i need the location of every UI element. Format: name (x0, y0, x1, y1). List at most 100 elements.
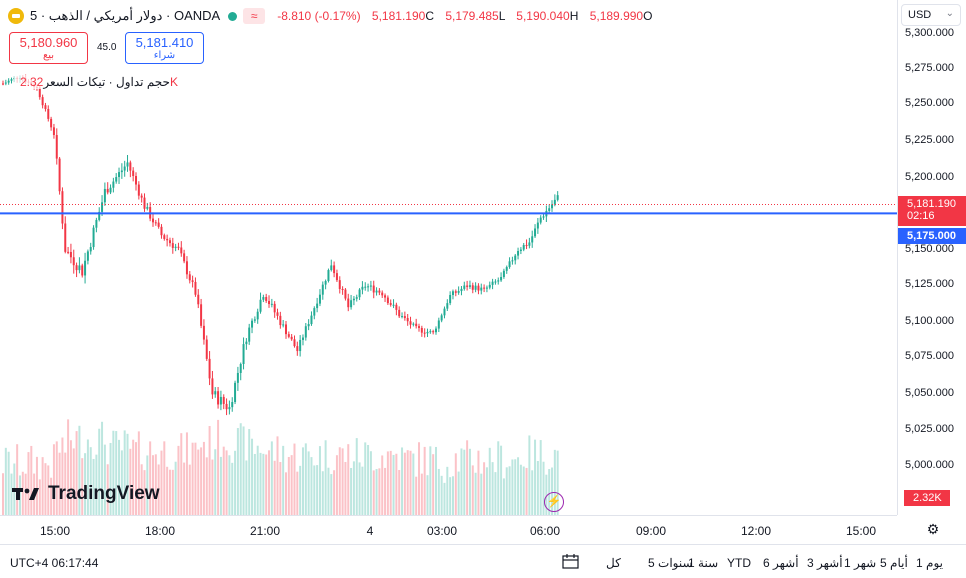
range-button[interactable]: شهر 1 (844, 556, 877, 570)
volume-bar (55, 441, 58, 515)
currency-selector[interactable]: USD ⌄ (901, 4, 961, 26)
lightning-icon[interactable]: ⚡ (544, 492, 564, 512)
candle (497, 280, 500, 282)
buy-button[interactable]: 5,181.410 شراء (125, 32, 204, 64)
candle (248, 327, 251, 342)
volume-bar (205, 457, 208, 515)
volume-bar (412, 453, 415, 515)
volume-bar (333, 470, 336, 515)
volume-bar (95, 454, 98, 515)
candle (488, 284, 491, 288)
volume-bar (259, 452, 262, 515)
volume-legend[interactable]: حجم تداول · تيكات السعر2.32K (14, 75, 178, 89)
gold-symbol-icon[interactable] (8, 8, 24, 24)
price-tick: 5,000.000 (905, 459, 954, 471)
range-button[interactable]: سنوات 5 (648, 556, 693, 570)
volume-bar (135, 442, 138, 515)
volume-bar (389, 450, 392, 515)
candle (251, 320, 254, 328)
candle (352, 298, 355, 301)
spread-value: 45.0 (97, 42, 117, 53)
volume-bar (415, 476, 418, 515)
current-price-label: 5,181.190 02:16 (898, 196, 966, 227)
volume-bar (536, 461, 539, 515)
indicator-toggle-button[interactable]: ≈ (243, 8, 266, 24)
symbol-title[interactable]: دولار أمريكي / الذهب · 5 · OANDA (30, 8, 221, 23)
volume-bar (174, 461, 177, 515)
candle (423, 332, 426, 334)
volume-bar (89, 447, 92, 515)
chart-canvas[interactable] (0, 0, 897, 515)
candle (270, 303, 273, 305)
candle (355, 297, 358, 299)
volume-bar (364, 442, 367, 515)
range-button[interactable]: أشهر 3 (807, 556, 843, 570)
range-button[interactable]: YTD (727, 556, 751, 570)
candle (519, 249, 522, 251)
candle (485, 287, 488, 289)
volume-bar (21, 471, 24, 515)
candle (287, 334, 290, 337)
candle (157, 222, 160, 227)
candle (528, 242, 531, 246)
range-button[interactable]: يوم 1 (916, 556, 943, 570)
tradingview-logo[interactable]: TradingView (12, 483, 160, 505)
compare-calendar-icon[interactable] (562, 553, 580, 569)
volume-bar (112, 430, 115, 515)
clock-timezone[interactable]: UTC+4 06:17:44 (10, 556, 99, 570)
candle (78, 265, 81, 271)
price-tick: 5,075.000 (905, 350, 954, 362)
candle (398, 309, 401, 317)
volume-bar (202, 441, 205, 515)
candle (10, 79, 13, 81)
volume-bar (420, 473, 423, 515)
candle (188, 274, 191, 281)
volume-bar (188, 464, 191, 515)
volume-bar (347, 444, 350, 515)
range-button[interactable]: أشهر 6 (763, 556, 799, 570)
candle (440, 315, 443, 321)
buy-label: شراء (153, 50, 176, 61)
volume-bar (92, 458, 95, 515)
gear-icon[interactable]: ⚙ (926, 521, 940, 537)
close-value: 5,181.190 (371, 9, 426, 23)
volume-bar (61, 437, 64, 515)
range-button[interactable]: كل (606, 556, 621, 570)
volume-bar (403, 452, 406, 515)
volume-bar (217, 419, 220, 515)
candle (454, 291, 457, 293)
candle (511, 260, 514, 262)
volume-bar (361, 466, 364, 515)
volume-bar (327, 467, 330, 515)
volume-bar (522, 466, 525, 515)
volume-bar (406, 450, 409, 515)
range-button[interactable]: سنة 1 (688, 556, 719, 570)
candle (375, 290, 378, 293)
candle (214, 391, 217, 395)
volume-bar (64, 452, 67, 515)
volume-bar (369, 451, 372, 515)
candle (160, 226, 163, 236)
candle (412, 323, 415, 325)
candle (67, 251, 70, 253)
volume-bar (185, 432, 188, 515)
candlestick-chart[interactable] (0, 0, 897, 515)
volume-bar (149, 441, 152, 515)
volume-bar (372, 470, 375, 515)
candle (228, 407, 231, 410)
candle (47, 108, 50, 119)
volume-bar (177, 445, 180, 515)
candle (183, 253, 186, 262)
volume-bar (115, 431, 118, 515)
sell-button[interactable]: 5,180.960 بيع (9, 32, 88, 64)
volume-bar (443, 482, 446, 515)
volume-bar (287, 456, 290, 515)
candle (426, 331, 429, 334)
range-button[interactable]: أيام 5 (880, 556, 908, 570)
time-axis[interactable]: 15:00 18:00 21:00 4 03:00 06:00 09:00 12:00 15:0… (0, 515, 897, 544)
volume-bar (285, 472, 287, 515)
candle (418, 326, 421, 328)
volume-bar (539, 440, 542, 515)
price-axis[interactable]: 5,300.000 5,275.000 5,250.000 5,225.000 5,20… (897, 0, 966, 515)
volume-bar (214, 449, 217, 515)
